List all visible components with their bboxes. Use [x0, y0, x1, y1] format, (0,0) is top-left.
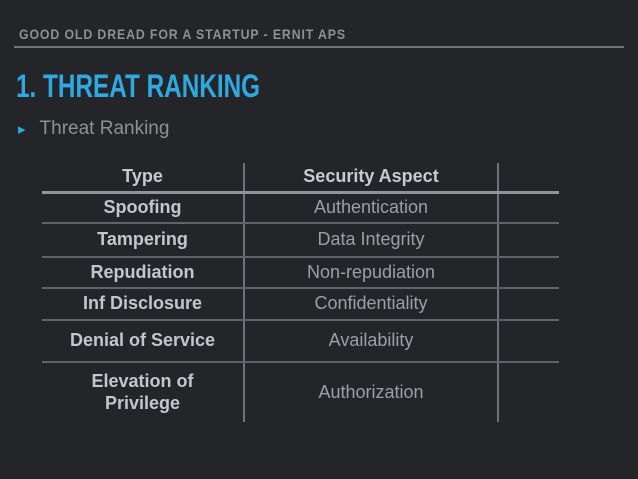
column-header-empty — [497, 163, 559, 191]
table-row: Elevation of Privilege Authorization — [42, 363, 559, 422]
cell-type: Denial of Service — [69, 330, 216, 351]
cell-empty — [497, 289, 559, 319]
cell-empty — [497, 224, 559, 256]
cell-type: Spoofing — [103, 197, 182, 218]
bullet-label: Threat Ranking — [39, 118, 170, 139]
cell-aspect: Authorization — [243, 363, 497, 422]
cell-type: Repudiation — [90, 261, 195, 282]
cell-type: Tampering — [97, 229, 188, 250]
bullet-item: ▸ Threat Ranking — [18, 118, 169, 140]
table-row: Denial of Service Availability — [42, 321, 559, 363]
threat-ranking-table: Type Security Aspect Spoofing Authentica… — [42, 163, 559, 422]
bullet-triangle-icon: ▸ — [18, 120, 26, 138]
cell-type: Inf Disclosure — [82, 293, 203, 314]
slide-title: 1. THREAT RANKING — [16, 68, 261, 104]
cell-aspect: Confidentiality — [243, 289, 497, 319]
cell-aspect: Availability — [243, 321, 497, 361]
cell-empty — [497, 363, 559, 422]
table-row: Tampering Data Integrity — [42, 224, 559, 258]
cell-empty — [497, 258, 559, 287]
cell-empty — [497, 194, 559, 222]
cell-aspect: Data Integrity — [243, 224, 497, 256]
column-header-security-aspect: Security Aspect — [243, 163, 497, 191]
table-header-row: Type Security Aspect — [42, 163, 559, 194]
slide-kicker: GOOD OLD DREAD FOR A STARTUP - ERNIT APS — [19, 26, 347, 42]
table-row: Inf Disclosure Confidentiality — [42, 289, 559, 321]
kicker-divider — [14, 46, 624, 48]
table-row: Repudiation Non-repudiation — [42, 258, 559, 289]
column-header-type: Type — [122, 166, 163, 187]
cell-aspect: Authentication — [243, 194, 497, 222]
table-row: Spoofing Authentication — [42, 194, 559, 224]
cell-aspect: Non-repudiation — [243, 258, 497, 287]
cell-empty — [497, 321, 559, 361]
cell-type: Elevation of Privilege — [91, 370, 194, 413]
